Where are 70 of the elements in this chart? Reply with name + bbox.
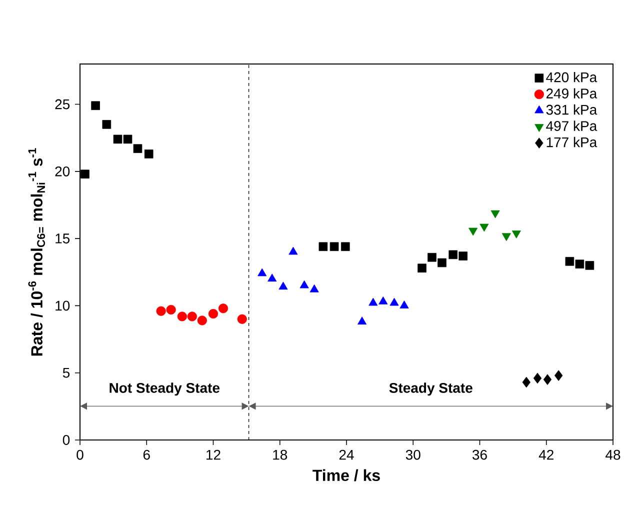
point: [522, 376, 530, 388]
point: [288, 246, 298, 255]
point: [448, 250, 458, 260]
point: [543, 374, 552, 385]
point: [133, 144, 142, 153]
point: [156, 306, 166, 316]
legend-label: 177 kPa: [546, 136, 598, 148]
point: [91, 101, 100, 110]
point: [418, 264, 426, 273]
y-tick-label: 15: [56, 234, 70, 244]
x-tick-label: 12: [206, 450, 220, 460]
x-tick-label: 0: [76, 450, 84, 460]
point: [378, 296, 388, 304]
point: [458, 252, 468, 260]
legend-label: 420 kPa: [546, 72, 598, 82]
point: [144, 150, 154, 158]
point: [554, 370, 563, 381]
point: [197, 316, 207, 326]
point: [80, 170, 90, 179]
y-tick-label: 10: [56, 300, 70, 311]
point: [187, 312, 197, 322]
point: [237, 314, 247, 324]
y-tick-label: 5: [62, 368, 70, 378]
point: [490, 210, 500, 218]
legend-label: 249 kPa: [546, 88, 598, 98]
point: [318, 242, 328, 252]
x-tick-label: 24: [339, 450, 354, 460]
point: [258, 268, 267, 276]
x-tick-label: 36: [472, 450, 487, 460]
point: [330, 242, 339, 252]
point: [512, 230, 521, 238]
text: Rate / 10$^{-6}$ mol$_{C6=}$ mol$_{Ni}$$^{-1}$ s$^{-1}$: [28, 148, 46, 356]
point: [102, 120, 112, 129]
point: [438, 258, 446, 268]
point: [400, 300, 409, 308]
x-tick-label: 48: [606, 450, 620, 460]
point: [575, 260, 584, 268]
point: [390, 298, 399, 306]
annotation: Not Steady State: [110, 382, 220, 396]
point: [428, 252, 436, 262]
point: [368, 298, 378, 306]
point: [177, 312, 187, 322]
point: [468, 228, 478, 236]
point: [340, 242, 350, 252]
x-tick-label: 42: [538, 450, 554, 460]
point: [533, 372, 542, 384]
x-tick-label: 30: [406, 450, 420, 460]
y-tick-label: 20: [55, 166, 70, 176]
point: [310, 284, 319, 292]
annotation: Steady State: [389, 382, 472, 396]
point: [113, 134, 122, 144]
x-tick-label: 18: [273, 450, 288, 460]
point: [218, 304, 228, 314]
point: [358, 316, 367, 325]
point: [502, 233, 511, 242]
point: [166, 304, 176, 315]
y-tick-label: 25: [55, 99, 70, 110]
point: [585, 261, 594, 270]
point: [565, 256, 574, 266]
legend-label: 497 kPa: [546, 120, 598, 131]
point: [123, 134, 132, 144]
x-tick-label: 6: [143, 450, 150, 460]
x-axis-title: Time / ks: [312, 469, 380, 482]
point: [268, 274, 277, 282]
point: [300, 280, 309, 288]
point: [480, 224, 489, 232]
legend-label: 331 kPa: [546, 104, 598, 115]
point: [278, 282, 288, 290]
y-tick-label: 0: [62, 435, 70, 445]
point: [208, 308, 218, 319]
